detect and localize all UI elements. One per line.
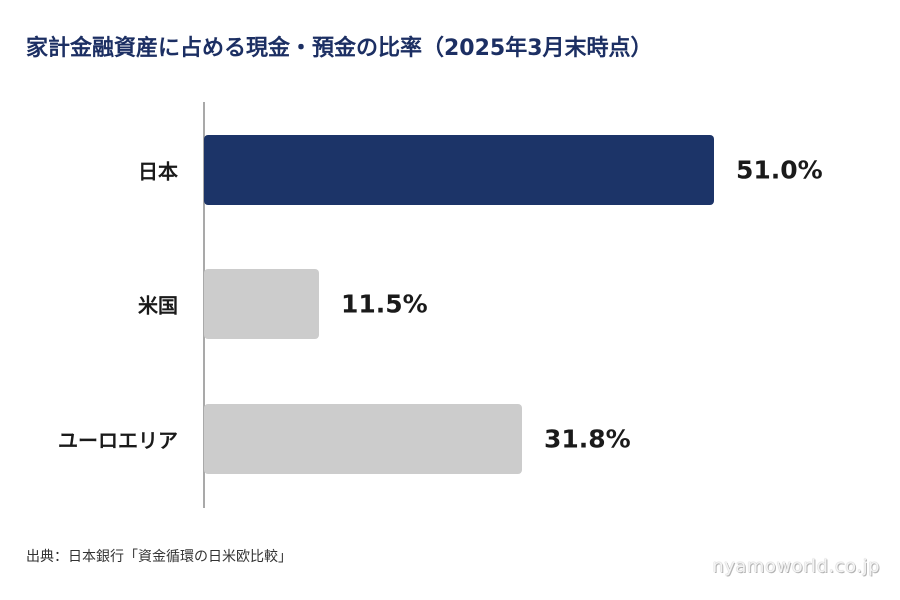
- chart-title: 家計金融資産に占める現金・預金の比率（2025年3月末時点）: [26, 36, 653, 61]
- bar: [204, 269, 319, 339]
- value-label: 51.0%: [736, 155, 823, 185]
- value-label: 31.8%: [544, 424, 631, 454]
- value-label: 11.5%: [341, 289, 428, 319]
- category-label: 米国: [138, 293, 178, 318]
- source-note: 出典：日本銀行「資金循環の日米欧比較」: [26, 549, 292, 565]
- watermark: nyamoworld.co.jp: [712, 556, 880, 577]
- category-label: 日本: [138, 159, 178, 184]
- bar: [204, 404, 522, 474]
- bar: [204, 135, 714, 205]
- category-label: ユーロエリア: [58, 428, 178, 453]
